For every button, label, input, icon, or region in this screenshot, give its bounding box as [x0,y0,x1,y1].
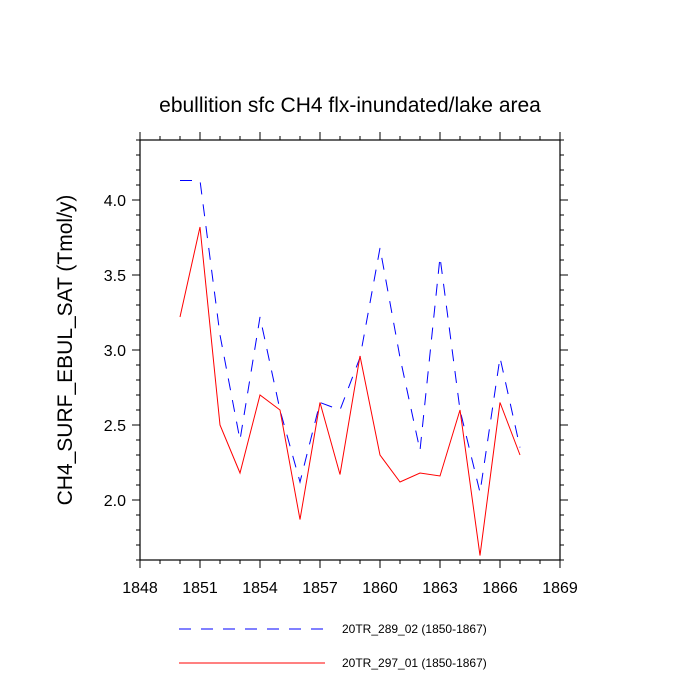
x-tick-label: 1854 [242,580,278,597]
x-tick-label: 1869 [542,580,578,597]
x-tick-label: 1860 [362,580,398,597]
x-tick-label: 1857 [302,580,338,597]
x-tick-label: 1851 [182,580,218,597]
x-tick-label: 1863 [422,580,458,597]
legend: 20TR_289_02 (1850-1867) 20TR_297_01 (1850… [179,622,487,670]
y-tick-label: 4.0 [104,193,126,210]
legend-label-2: 20TR_297_01 (1850-1867) [342,656,487,670]
series-line-1 [180,180,521,493]
y-axis-label: CH4_SURF_EBUL_SAT (Tmol/y) [54,195,77,506]
series-layer [179,180,521,556]
x-tick-label: 1866 [482,580,518,597]
plot-frame [139,139,561,561]
y-tick-label: 2.0 [104,493,126,510]
y-tick-label: 2.5 [104,418,126,435]
chart-title: ebullition sfc CH4 flx-inundated/lake ar… [159,94,541,117]
y-tick-label: 3.5 [104,268,126,285]
legend-label-1: 20TR_289_02 (1850-1867) [342,622,487,636]
y-axis: 2.0 2.5 3.0 3.5 4.0 [104,139,568,561]
series-line-2 [179,226,521,556]
x-tick-label: 1848 [122,580,158,597]
x-axis: 1848 1851 1854 1857 1860 1863 1866 1869 [122,132,578,597]
y-tick-label: 3.0 [104,343,126,360]
